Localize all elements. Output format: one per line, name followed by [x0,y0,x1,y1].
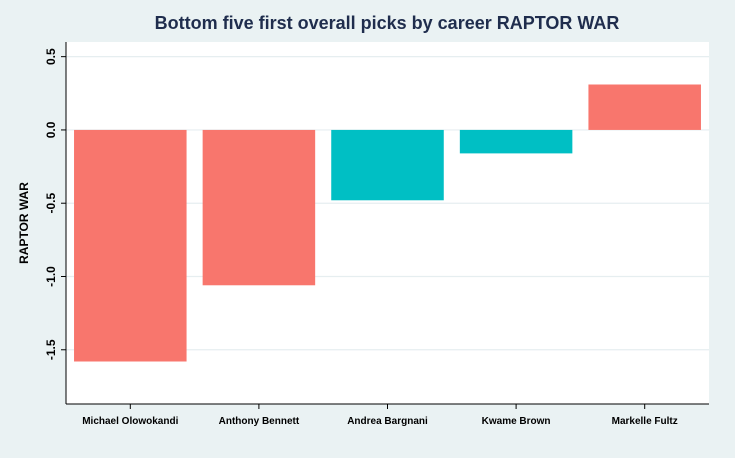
bar [202,129,316,286]
y-tick-label: -1.5 [44,339,58,360]
bars [74,84,701,362]
bar [459,129,573,154]
x-tick-label: Kwame Brown [482,416,551,427]
y-axis-label: RAPTOR WAR [17,182,31,264]
chart-title: Bottom five first overall picks by caree… [155,13,620,33]
x-tick-labels: Michael Olowokandi Anthony Bennett Andrea … [82,404,678,427]
y-tick-labels: 0.5 0.0 -0.5 -1.0 -1.5 [44,48,66,360]
y-tick-label: 0.5 [44,48,58,65]
x-tick-label: Markelle Fultz [612,416,678,427]
x-tick-label: Anthony Bennett [219,416,300,427]
y-tick-label: -1.0 [44,266,58,287]
y-tick-label: -0.5 [44,193,58,214]
y-tick-label: 0.0 [44,121,58,138]
bar [588,84,701,130]
bar [331,129,444,201]
x-tick-label: Andrea Bargnani [347,416,428,427]
x-tick-label: Michael Olowokandi [82,416,178,427]
bar [74,129,187,362]
